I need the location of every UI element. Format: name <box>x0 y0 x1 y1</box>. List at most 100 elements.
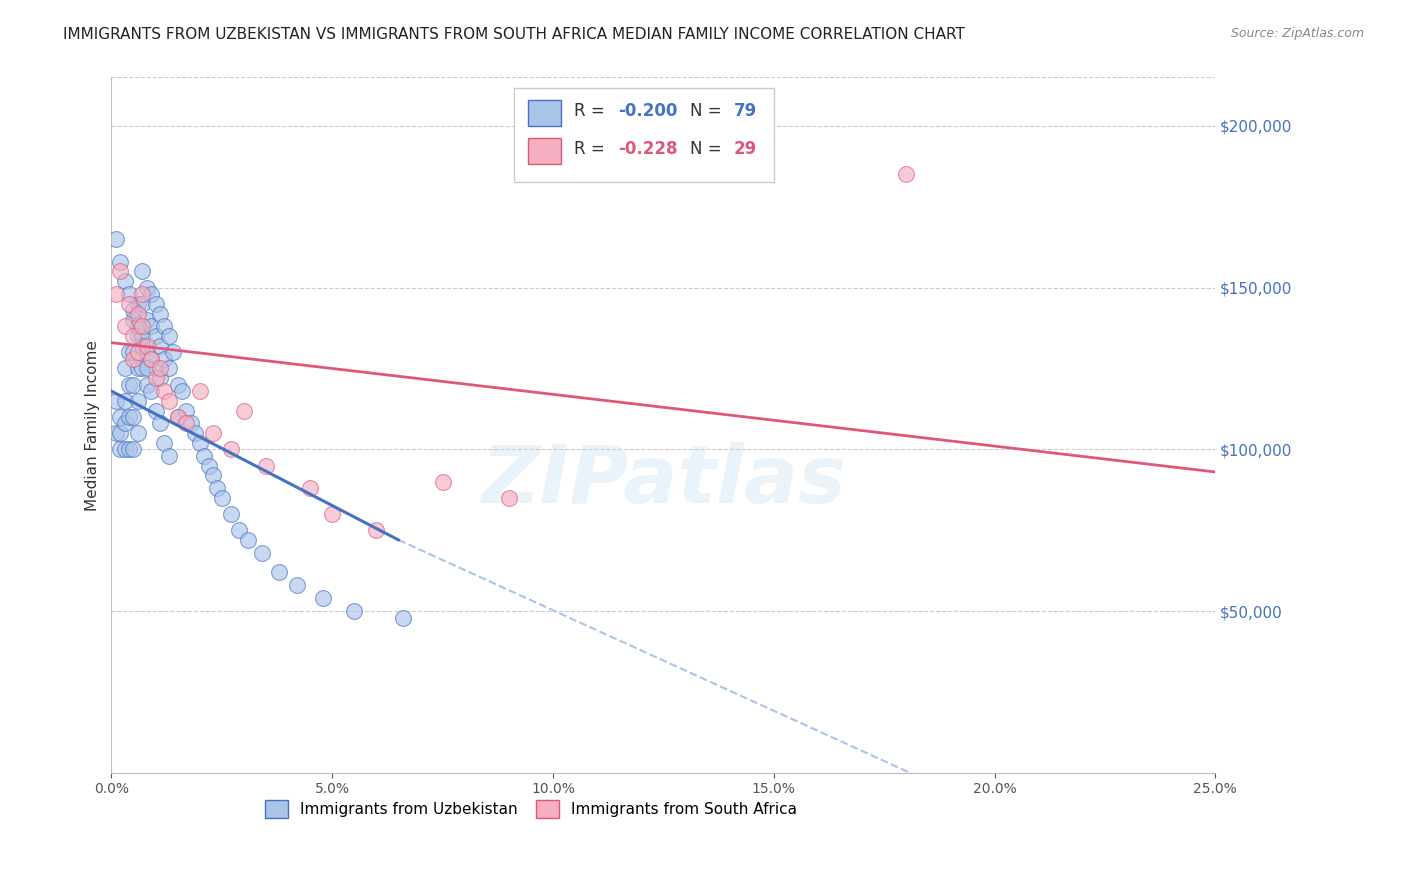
Point <box>118 345 141 359</box>
Point <box>193 449 215 463</box>
Point <box>127 329 149 343</box>
Point <box>153 384 176 398</box>
Point <box>118 377 141 392</box>
Point <box>149 339 172 353</box>
Point <box>135 345 157 359</box>
Point <box>110 409 132 424</box>
Point <box>285 578 308 592</box>
Point <box>114 361 136 376</box>
Point <box>127 361 149 376</box>
Point <box>127 393 149 408</box>
Point <box>201 426 224 441</box>
Point <box>127 319 149 334</box>
Text: Source: ZipAtlas.com: Source: ZipAtlas.com <box>1230 27 1364 40</box>
Point <box>127 426 149 441</box>
Point <box>141 351 163 366</box>
Point <box>145 371 167 385</box>
Point <box>114 417 136 431</box>
Point <box>145 329 167 343</box>
Point <box>166 409 188 424</box>
Point <box>131 297 153 311</box>
Point <box>232 403 254 417</box>
Point <box>135 361 157 376</box>
Point <box>211 491 233 505</box>
Point <box>498 491 520 505</box>
Point <box>392 610 415 624</box>
Point <box>110 264 132 278</box>
Point <box>228 523 250 537</box>
Point <box>114 442 136 457</box>
Point <box>104 232 127 246</box>
Text: N =: N = <box>690 140 727 158</box>
Point <box>122 345 145 359</box>
Point <box>162 345 184 359</box>
Point <box>207 481 229 495</box>
Point <box>131 361 153 376</box>
Text: R =: R = <box>574 140 610 158</box>
Point <box>188 384 211 398</box>
Point <box>131 287 153 301</box>
Point <box>114 274 136 288</box>
Point <box>141 319 163 334</box>
Point <box>131 329 153 343</box>
Point <box>312 591 335 606</box>
Text: R =: R = <box>574 102 610 120</box>
Point <box>238 533 260 547</box>
Point <box>157 393 180 408</box>
Point <box>145 297 167 311</box>
Point <box>131 339 153 353</box>
Point <box>153 319 176 334</box>
Text: 29: 29 <box>734 140 758 158</box>
Point <box>122 303 145 318</box>
Legend: Immigrants from Uzbekistan, Immigrants from South Africa: Immigrants from Uzbekistan, Immigrants f… <box>259 795 803 824</box>
Point <box>127 306 149 320</box>
Point <box>145 361 167 376</box>
Point <box>896 168 918 182</box>
Point <box>366 523 388 537</box>
Point <box>122 329 145 343</box>
Bar <box>527 138 561 164</box>
Text: 79: 79 <box>734 102 758 120</box>
Point <box>170 384 193 398</box>
Y-axis label: Median Family Income: Median Family Income <box>86 340 100 510</box>
Point <box>122 377 145 392</box>
Point <box>321 507 343 521</box>
Text: -0.228: -0.228 <box>619 140 678 158</box>
Point <box>432 475 454 489</box>
Point <box>122 442 145 457</box>
Point <box>131 264 153 278</box>
Point <box>122 313 145 327</box>
Point <box>118 409 141 424</box>
Text: -0.200: -0.200 <box>619 102 678 120</box>
Point <box>118 287 141 301</box>
Point <box>104 287 127 301</box>
Point <box>110 426 132 441</box>
Point <box>254 458 277 473</box>
Point <box>153 351 176 366</box>
Point <box>197 458 219 473</box>
Bar <box>527 100 561 126</box>
Point <box>219 507 242 521</box>
Point <box>104 393 127 408</box>
Point <box>110 254 132 268</box>
Point <box>131 319 153 334</box>
Text: ZIPatlas: ZIPatlas <box>481 442 846 520</box>
Point <box>149 361 172 376</box>
Point <box>149 306 172 320</box>
Point <box>127 297 149 311</box>
Point <box>166 409 188 424</box>
Point <box>118 297 141 311</box>
Point <box>141 351 163 366</box>
Point <box>141 287 163 301</box>
Point <box>122 351 145 366</box>
Point <box>135 377 157 392</box>
Point <box>104 426 127 441</box>
Point <box>145 403 167 417</box>
Point <box>180 417 202 431</box>
Point <box>176 403 198 417</box>
Text: IMMIGRANTS FROM UZBEKISTAN VS IMMIGRANTS FROM SOUTH AFRICA MEDIAN FAMILY INCOME : IMMIGRANTS FROM UZBEKISTAN VS IMMIGRANTS… <box>63 27 965 42</box>
Point <box>157 361 180 376</box>
Point <box>110 442 132 457</box>
Point <box>157 329 180 343</box>
Point <box>118 442 141 457</box>
